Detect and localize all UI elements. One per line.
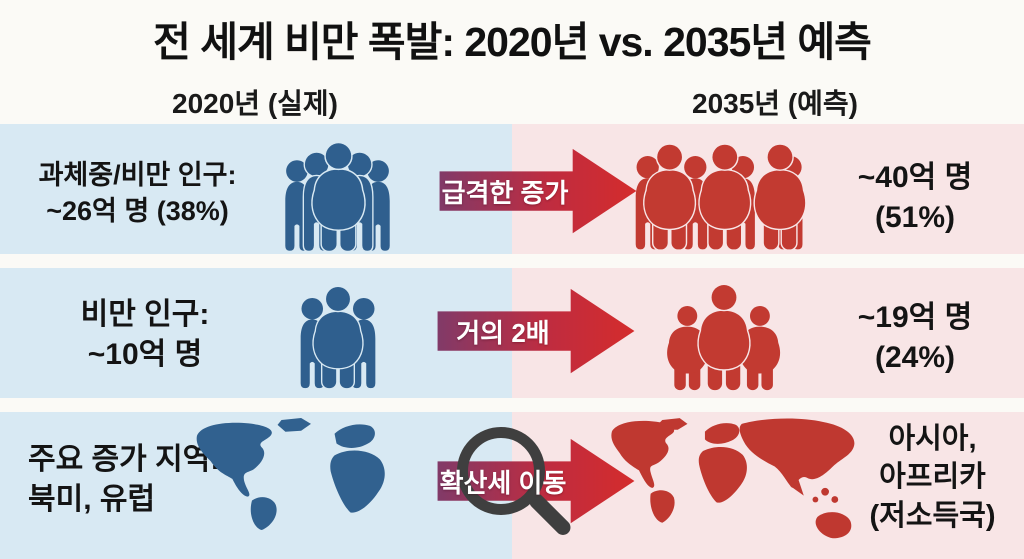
page-title: 전 세계 비만 폭발: 2020년 vs. 2035년 예측 bbox=[153, 19, 872, 65]
column-header-2035: 2035년 (예측) bbox=[692, 88, 858, 119]
world-map-full-red-icon bbox=[611, 418, 855, 539]
row3-right-line3: (저소득국) bbox=[869, 499, 996, 532]
people-group-blue-icon bbox=[285, 143, 390, 253]
people-trio-blue-icon bbox=[300, 287, 376, 390]
row3-right-text: 아시아, 아프리카 (저소득국) bbox=[845, 420, 1020, 535]
row3-left-line2: 북미, 유럽 bbox=[28, 482, 156, 516]
row-obese-population bbox=[0, 268, 1024, 398]
row2-left-line2: ~10억 명 bbox=[87, 337, 203, 371]
world-map-west-blue-icon bbox=[196, 418, 385, 531]
row1-left-line2: ~26억 명 (38%) bbox=[46, 195, 229, 226]
row2-left-panel bbox=[0, 268, 512, 398]
row1-left-panel bbox=[0, 124, 512, 254]
row1-right-line2: (51%) bbox=[874, 200, 956, 234]
people-group-red-icon bbox=[635, 143, 807, 251]
row2-right-text: ~19억 명 (24%) bbox=[820, 298, 1010, 377]
row3-left-line1: 주요 증가 지역: bbox=[28, 443, 221, 476]
magnifying-glass-icon bbox=[457, 427, 545, 515]
column-header-2020: 2020년 (실제) bbox=[172, 88, 338, 119]
row1-left-text: 과체중/비만 인구: ~26억 명 (38%) bbox=[5, 158, 270, 229]
row1-right-text: ~40억 명 (51%) bbox=[820, 158, 1010, 237]
row2-right-line2: (24%) bbox=[874, 340, 956, 374]
row2-arrow-label: 거의 2배 bbox=[456, 317, 550, 348]
row1-arrow-label: 급격한 증가 bbox=[441, 177, 569, 208]
row3-arrow-label: 확산세 이동 bbox=[439, 467, 567, 498]
row1-left-line1: 과체중/비만 인구: bbox=[38, 160, 237, 190]
row2-left-text: 비만 인구: ~10억 명 bbox=[20, 295, 270, 374]
row3-right-line2: 아프리카 bbox=[879, 461, 986, 494]
people-trio-obese-red-icon bbox=[667, 285, 781, 392]
row2-left-line1: 비만 인구: bbox=[80, 298, 210, 331]
row3-right-line1: 아시아, bbox=[888, 423, 977, 455]
row1-right-line1: ~40억 명 bbox=[857, 161, 973, 194]
row3-left-text: 주요 증가 지역: 북미, 유럽 bbox=[28, 440, 258, 519]
row2-right-line1: ~19억 명 bbox=[857, 301, 973, 334]
